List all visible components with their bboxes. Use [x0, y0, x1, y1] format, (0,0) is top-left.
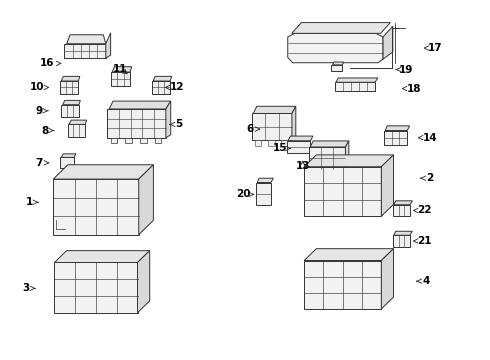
Text: 21: 21 — [414, 236, 432, 246]
Bar — [331, 65, 342, 71]
Polygon shape — [69, 120, 87, 125]
Bar — [281, 140, 288, 146]
Polygon shape — [304, 249, 393, 261]
Bar — [60, 81, 78, 94]
Text: 20: 20 — [236, 189, 254, 199]
Polygon shape — [139, 165, 153, 235]
Bar — [140, 138, 147, 143]
Polygon shape — [345, 141, 349, 168]
Polygon shape — [253, 106, 296, 113]
Polygon shape — [166, 101, 171, 138]
Bar — [256, 183, 271, 205]
Bar — [304, 167, 381, 216]
Polygon shape — [54, 251, 150, 262]
Text: 12: 12 — [166, 82, 184, 93]
Bar — [393, 205, 410, 216]
Bar — [152, 81, 170, 94]
Polygon shape — [112, 67, 132, 72]
Text: 3: 3 — [23, 283, 35, 293]
Polygon shape — [67, 35, 106, 44]
Polygon shape — [394, 201, 413, 205]
Text: 22: 22 — [414, 206, 432, 216]
Text: 6: 6 — [246, 124, 260, 134]
Polygon shape — [304, 155, 393, 167]
Polygon shape — [385, 126, 410, 131]
Text: 10: 10 — [30, 82, 49, 93]
Text: 1: 1 — [25, 197, 38, 207]
Polygon shape — [288, 33, 383, 63]
Text: 16: 16 — [40, 58, 61, 68]
Bar — [255, 140, 262, 146]
Bar — [60, 157, 74, 168]
Text: 8: 8 — [41, 126, 54, 135]
Polygon shape — [257, 178, 273, 183]
Polygon shape — [63, 100, 80, 105]
Polygon shape — [138, 251, 150, 313]
Bar — [393, 235, 410, 247]
Text: 5: 5 — [170, 120, 183, 129]
Bar — [54, 262, 138, 313]
Polygon shape — [332, 62, 343, 65]
Bar — [107, 109, 166, 138]
Bar — [268, 140, 275, 146]
Polygon shape — [153, 76, 172, 81]
Polygon shape — [383, 26, 393, 59]
Text: 2: 2 — [420, 173, 433, 183]
Text: 17: 17 — [424, 43, 443, 53]
Text: 15: 15 — [273, 143, 291, 153]
Text: 7: 7 — [35, 158, 49, 168]
Bar — [155, 138, 161, 143]
Polygon shape — [292, 106, 296, 140]
Bar — [309, 147, 345, 168]
Text: 14: 14 — [418, 133, 437, 143]
Bar — [61, 105, 79, 117]
Text: 9: 9 — [35, 106, 48, 116]
Polygon shape — [53, 165, 153, 179]
Bar — [111, 138, 118, 143]
Bar — [125, 138, 132, 143]
Polygon shape — [310, 141, 349, 147]
Bar — [53, 179, 139, 235]
Polygon shape — [106, 33, 111, 58]
Bar — [304, 261, 381, 309]
Text: 13: 13 — [295, 161, 310, 171]
Polygon shape — [292, 23, 391, 33]
Polygon shape — [61, 154, 76, 157]
Polygon shape — [381, 155, 393, 216]
Polygon shape — [61, 76, 80, 81]
Bar — [68, 125, 85, 136]
Circle shape — [62, 303, 72, 310]
Text: 11: 11 — [113, 64, 128, 74]
Bar — [252, 113, 292, 140]
Bar — [111, 72, 130, 86]
Polygon shape — [288, 136, 313, 141]
Bar — [335, 82, 375, 91]
Text: 19: 19 — [396, 64, 414, 75]
Bar — [384, 131, 407, 145]
Text: 18: 18 — [402, 84, 421, 94]
Bar — [287, 141, 311, 153]
Text: 4: 4 — [416, 276, 429, 286]
Polygon shape — [394, 231, 413, 235]
Polygon shape — [336, 78, 378, 82]
Polygon shape — [109, 101, 171, 109]
Bar — [64, 44, 106, 58]
Polygon shape — [381, 249, 393, 309]
